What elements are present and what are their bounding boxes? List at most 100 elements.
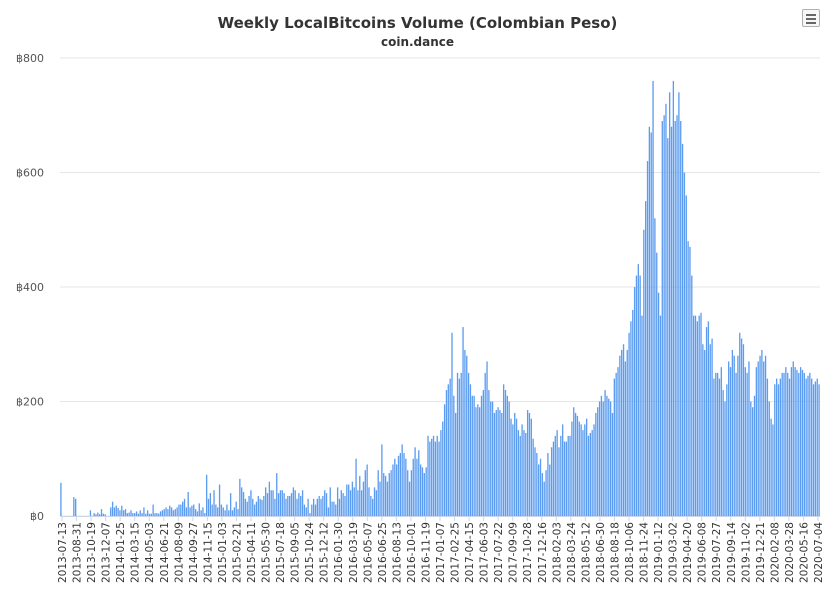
bar[interactable] <box>554 435 556 516</box>
bar[interactable] <box>687 241 689 516</box>
bar[interactable] <box>515 418 518 516</box>
bar[interactable] <box>222 507 224 516</box>
bar[interactable] <box>790 367 793 516</box>
bar[interactable] <box>774 384 776 516</box>
bar[interactable] <box>698 315 700 516</box>
bar[interactable] <box>250 490 252 516</box>
bar[interactable] <box>705 327 708 516</box>
bar[interactable] <box>694 315 697 516</box>
bar[interactable] <box>563 441 566 516</box>
bar[interactable] <box>692 315 695 516</box>
bar[interactable] <box>143 507 145 516</box>
bar[interactable] <box>729 367 732 516</box>
bar[interactable] <box>696 321 698 516</box>
bar[interactable] <box>748 361 750 516</box>
bar[interactable] <box>622 344 625 516</box>
bar[interactable] <box>438 441 440 516</box>
bar[interactable] <box>702 344 704 516</box>
bar[interactable] <box>117 507 119 516</box>
bar[interactable] <box>357 490 359 516</box>
bar[interactable] <box>191 505 193 516</box>
bar[interactable] <box>128 512 130 516</box>
bar[interactable] <box>787 372 789 516</box>
bar[interactable] <box>792 361 794 516</box>
bar[interactable] <box>466 355 468 516</box>
bar[interactable] <box>678 92 680 516</box>
bar[interactable] <box>196 511 199 516</box>
bar[interactable] <box>641 315 643 516</box>
bar[interactable] <box>582 430 584 516</box>
bar[interactable] <box>388 473 390 516</box>
bar[interactable] <box>235 501 237 516</box>
bar[interactable] <box>145 513 147 516</box>
bar[interactable] <box>333 501 335 516</box>
bar[interactable] <box>204 513 206 516</box>
bar[interactable] <box>187 491 189 516</box>
bar[interactable] <box>512 424 514 516</box>
bar[interactable] <box>161 510 164 516</box>
bar[interactable] <box>643 229 645 516</box>
bar[interactable] <box>772 424 774 516</box>
bar[interactable] <box>558 447 560 516</box>
bar[interactable] <box>434 441 437 516</box>
bar[interactable] <box>399 453 402 516</box>
bar[interactable] <box>132 513 134 516</box>
bar[interactable] <box>798 372 800 516</box>
bar[interactable] <box>453 395 455 516</box>
bar[interactable] <box>580 424 582 516</box>
bar[interactable] <box>715 372 717 516</box>
bar[interactable] <box>432 435 435 516</box>
bar[interactable] <box>265 487 267 516</box>
bar[interactable] <box>587 435 590 516</box>
bar[interactable] <box>163 509 165 516</box>
bar[interactable] <box>253 504 256 516</box>
bar[interactable] <box>585 418 588 516</box>
bar[interactable] <box>740 338 743 516</box>
bar[interactable] <box>327 507 330 516</box>
bar[interactable] <box>182 501 184 516</box>
bar[interactable] <box>180 504 182 516</box>
bar[interactable] <box>139 510 141 516</box>
bar[interactable] <box>724 401 726 517</box>
bar[interactable] <box>737 355 739 516</box>
bar[interactable] <box>735 372 737 516</box>
bar[interactable] <box>440 430 442 516</box>
bar[interactable] <box>159 511 162 516</box>
bar[interactable] <box>788 378 791 516</box>
bar[interactable] <box>320 498 322 516</box>
bar[interactable] <box>241 487 243 516</box>
bar[interactable] <box>215 504 217 516</box>
bar[interactable] <box>613 378 615 516</box>
bar[interactable] <box>305 507 307 516</box>
bar[interactable] <box>602 401 604 517</box>
bar[interactable] <box>307 498 309 516</box>
bar[interactable] <box>228 510 230 516</box>
bar[interactable] <box>621 349 623 516</box>
bar[interactable] <box>451 332 453 516</box>
bar[interactable] <box>538 464 540 516</box>
bar[interactable] <box>814 381 817 516</box>
bar[interactable] <box>348 484 350 516</box>
bar[interactable] <box>464 349 466 516</box>
bar[interactable] <box>578 421 580 516</box>
bar[interactable] <box>124 509 127 516</box>
bar[interactable] <box>194 509 197 516</box>
bar[interactable] <box>272 490 274 516</box>
bar[interactable] <box>283 493 285 516</box>
bar[interactable] <box>259 498 261 516</box>
bar[interactable] <box>665 103 667 517</box>
bar[interactable] <box>218 484 221 516</box>
bar[interactable] <box>98 514 101 516</box>
bar[interactable] <box>536 453 538 516</box>
bar[interactable] <box>239 478 241 516</box>
bar[interactable] <box>449 378 451 516</box>
bar[interactable] <box>335 504 337 516</box>
bar[interactable] <box>205 474 208 516</box>
bar[interactable] <box>364 470 366 516</box>
bar[interactable] <box>351 481 354 516</box>
bar[interactable] <box>591 430 593 516</box>
bar[interactable] <box>816 378 818 516</box>
bar[interactable] <box>246 501 248 516</box>
bar[interactable] <box>152 504 154 516</box>
bar[interactable] <box>560 435 562 516</box>
